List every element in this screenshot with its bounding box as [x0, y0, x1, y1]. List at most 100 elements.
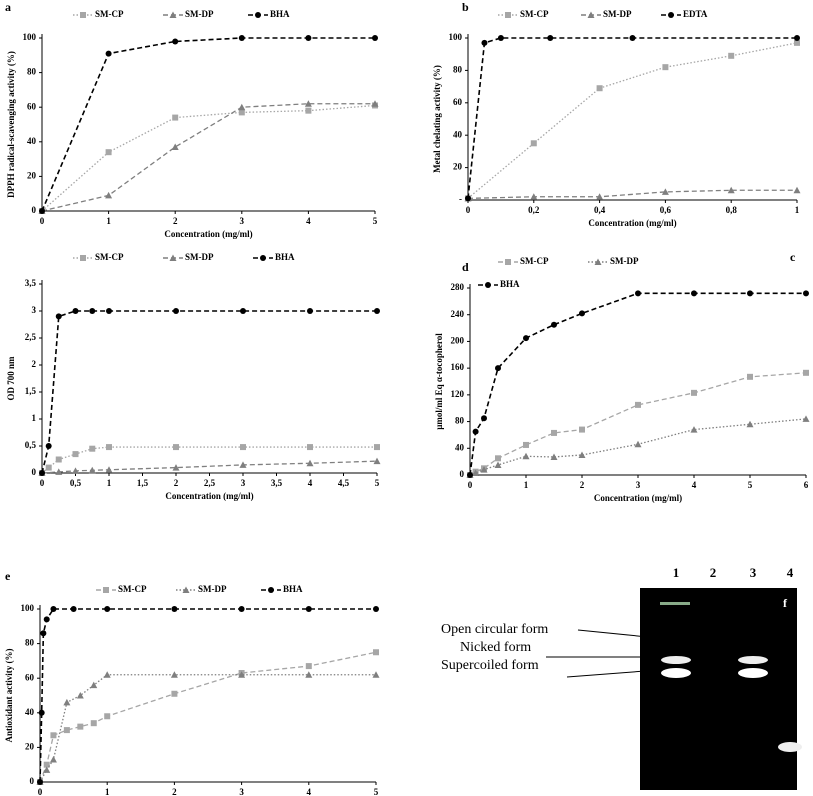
marker	[171, 690, 178, 697]
marker	[794, 39, 800, 46]
marker	[80, 12, 86, 18]
series-line	[467, 37, 797, 199]
lane-label: 3	[750, 565, 757, 580]
x-tick-label: 1	[795, 205, 800, 215]
marker	[307, 308, 313, 314]
series-line	[41, 103, 375, 212]
legend-label: SM-DP	[185, 252, 214, 262]
y-tick-label: 20	[27, 170, 37, 180]
marker	[55, 456, 62, 463]
marker	[530, 193, 538, 200]
series-line	[39, 674, 376, 783]
gel-image	[640, 588, 797, 790]
series-line	[41, 104, 376, 212]
marker	[747, 290, 753, 297]
marker	[690, 426, 698, 433]
marker	[39, 470, 45, 476]
y-tick-label: 0,5	[25, 440, 37, 450]
panel-letter: e	[5, 569, 11, 583]
marker	[89, 308, 96, 314]
marker	[372, 35, 378, 41]
x-tick-label: 1,5	[137, 478, 149, 488]
x-tick-label: 5	[374, 787, 379, 796]
legend-label: BHA	[283, 584, 303, 594]
marker	[596, 193, 604, 200]
marker	[305, 35, 312, 41]
marker	[307, 444, 313, 451]
marker	[579, 426, 585, 433]
marker	[50, 732, 57, 739]
pointer-line	[577, 629, 659, 639]
gel-label: Nicked form	[460, 640, 531, 655]
marker	[494, 461, 502, 468]
x-tick-label: 4	[692, 480, 697, 490]
marker	[472, 428, 479, 435]
marker	[802, 415, 810, 422]
y-tick-label: 40	[453, 129, 463, 139]
x-axis-label: Concentration (mg/ml)	[588, 218, 676, 228]
marker	[55, 468, 63, 475]
y-tick-label: 60	[27, 101, 37, 111]
marker	[551, 429, 557, 436]
y-tick-label: 20	[453, 162, 463, 172]
panel-letter: c	[790, 250, 796, 264]
x-tick-label: 3	[240, 216, 245, 226]
marker	[587, 11, 595, 18]
marker	[523, 335, 529, 342]
series-line	[469, 292, 806, 476]
marker	[803, 369, 809, 376]
marker	[372, 671, 380, 678]
x-tick-label: 1	[105, 787, 110, 796]
x-tick-label: 0,2	[528, 205, 540, 215]
y-tick-label: 60	[453, 97, 463, 107]
x-tick-label: 4	[307, 787, 312, 796]
y-tick-label: 0	[32, 467, 37, 477]
y-tick-label: -	[459, 194, 462, 204]
marker	[106, 308, 112, 314]
marker	[55, 313, 62, 320]
y-tick-label: 80	[455, 416, 465, 426]
marker	[305, 107, 312, 114]
y-tick-label: 2,5	[25, 332, 37, 342]
marker	[239, 461, 247, 468]
legend-label: SM-DP	[603, 9, 632, 19]
legend-label: BHA	[275, 252, 295, 262]
y-tick-label: 100	[449, 32, 463, 42]
marker	[104, 713, 111, 720]
lane-label: 1	[673, 565, 680, 580]
gel-panel: 1 2 3 4 f Open circular form Nicked form…	[441, 565, 802, 790]
marker	[105, 149, 112, 156]
gel-band	[738, 656, 768, 664]
marker	[103, 587, 109, 593]
legend-label: SM-DP	[610, 256, 639, 266]
legend-label: SM-CP	[95, 252, 124, 262]
marker	[182, 586, 190, 593]
x-tick-label: 6	[804, 480, 809, 490]
x-tick-label: 4	[308, 478, 313, 488]
x-tick-label: 3	[239, 787, 244, 796]
marker	[662, 64, 669, 71]
marker	[551, 321, 557, 328]
y-tick-label: 280	[451, 282, 465, 292]
marker	[530, 140, 537, 147]
marker	[238, 606, 245, 612]
marker	[238, 35, 245, 41]
x-tick-label: 2	[580, 480, 585, 490]
y-tick-label: 20	[25, 741, 35, 751]
marker	[63, 727, 70, 734]
marker	[38, 709, 45, 716]
marker	[481, 415, 487, 422]
x-tick-label: 1	[107, 478, 112, 488]
gel-label: Supercoiled form	[441, 658, 539, 673]
marker	[104, 606, 111, 612]
marker	[728, 52, 735, 59]
marker	[373, 606, 379, 612]
y-tick-label: 2	[32, 359, 37, 369]
y-tick-label: 100	[23, 32, 37, 42]
marker	[495, 455, 501, 462]
series-line	[41, 37, 375, 212]
y-tick-label: 0	[30, 776, 35, 786]
series-line	[467, 42, 798, 199]
x-tick-label: 4,5	[338, 478, 350, 488]
